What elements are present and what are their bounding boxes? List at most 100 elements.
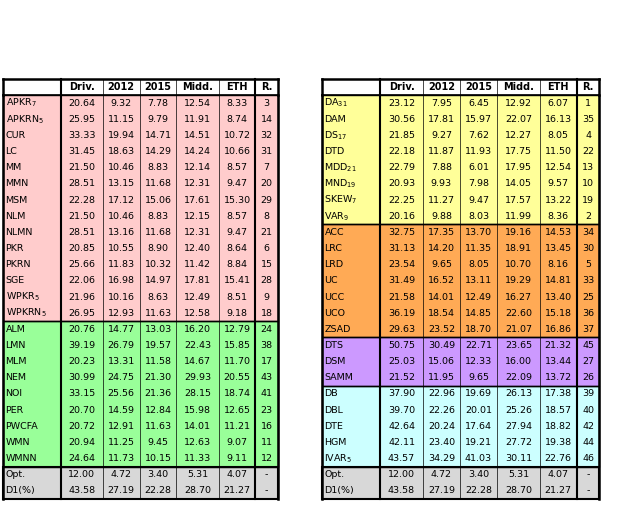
Bar — [322, 144, 599, 160]
Text: WMNN: WMNN — [6, 454, 37, 463]
Text: ALM: ALM — [6, 325, 26, 334]
Text: 3.40: 3.40 — [468, 470, 489, 479]
Text: 22.28: 22.28 — [465, 487, 492, 495]
Bar — [3, 160, 278, 176]
Text: 22.43: 22.43 — [184, 341, 211, 350]
Text: 10.55: 10.55 — [108, 244, 135, 253]
Text: 13.11: 13.11 — [465, 276, 492, 286]
Text: 29.93: 29.93 — [184, 373, 211, 382]
Text: 26: 26 — [582, 373, 594, 382]
Text: PKR: PKR — [6, 244, 24, 253]
Text: 33.33: 33.33 — [68, 131, 95, 140]
Text: 27: 27 — [582, 357, 594, 366]
Text: 4.72: 4.72 — [111, 470, 132, 479]
Bar — [3, 79, 278, 95]
Text: 9.07: 9.07 — [227, 438, 248, 447]
Text: 17.95: 17.95 — [505, 163, 532, 173]
Bar — [3, 467, 278, 483]
Text: 31.13: 31.13 — [388, 244, 415, 253]
Text: 9.79: 9.79 — [148, 115, 168, 124]
Text: 2015: 2015 — [145, 82, 172, 92]
Bar — [3, 208, 278, 224]
Text: 21.96: 21.96 — [68, 293, 95, 301]
Bar — [322, 450, 599, 467]
Text: UCC: UCC — [324, 293, 345, 301]
Bar — [3, 241, 278, 257]
Text: 4.07: 4.07 — [227, 470, 248, 479]
Text: APKRN$_5$: APKRN$_5$ — [6, 113, 44, 126]
Text: 9.65: 9.65 — [468, 373, 489, 382]
Bar — [3, 273, 278, 289]
Text: -: - — [265, 470, 268, 479]
Text: WPKR$_5$: WPKR$_5$ — [6, 291, 39, 303]
Text: 12.33: 12.33 — [465, 357, 492, 366]
Bar — [322, 176, 599, 192]
Text: 24: 24 — [260, 325, 273, 334]
Text: 17.38: 17.38 — [545, 389, 572, 399]
Text: 7: 7 — [264, 163, 269, 173]
Text: 37: 37 — [582, 325, 594, 334]
Text: 8.05: 8.05 — [548, 131, 569, 140]
Bar — [3, 127, 278, 144]
Text: 11.63: 11.63 — [145, 422, 172, 431]
Text: 21.50: 21.50 — [68, 212, 95, 221]
Text: 34: 34 — [582, 228, 594, 237]
Text: 34.29: 34.29 — [428, 454, 455, 463]
Text: 11.93: 11.93 — [465, 147, 492, 156]
Text: 2: 2 — [585, 212, 591, 221]
Text: 20.16: 20.16 — [388, 212, 415, 221]
Text: 2015: 2015 — [465, 82, 492, 92]
Text: 21.30: 21.30 — [145, 373, 172, 382]
Text: UC: UC — [324, 276, 338, 286]
Text: 16: 16 — [260, 422, 273, 431]
Text: -: - — [265, 487, 268, 495]
Text: 8.16: 8.16 — [548, 260, 569, 269]
Text: 17.61: 17.61 — [184, 195, 211, 205]
Text: 30: 30 — [582, 244, 594, 253]
Text: 13: 13 — [582, 163, 594, 173]
Text: 19.69: 19.69 — [465, 389, 492, 399]
Text: 12.15: 12.15 — [184, 212, 211, 221]
Text: 12.31: 12.31 — [184, 180, 211, 188]
Text: 23: 23 — [260, 406, 273, 415]
Text: 21.50: 21.50 — [68, 163, 95, 173]
Text: 27.19: 27.19 — [428, 487, 455, 495]
Text: 11.58: 11.58 — [145, 357, 172, 366]
Text: 26.79: 26.79 — [108, 341, 135, 350]
Text: 29.63: 29.63 — [388, 325, 415, 334]
Text: 33.15: 33.15 — [68, 389, 95, 399]
Bar — [322, 418, 599, 434]
Text: 7.98: 7.98 — [468, 180, 489, 188]
Text: 30.49: 30.49 — [428, 341, 455, 350]
Text: 10.15: 10.15 — [145, 454, 172, 463]
Text: 43.57: 43.57 — [388, 454, 415, 463]
Text: 45: 45 — [582, 341, 594, 350]
Text: 8.83: 8.83 — [147, 212, 168, 221]
Text: 14.71: 14.71 — [145, 131, 172, 140]
Bar — [322, 483, 599, 499]
Bar — [3, 176, 278, 192]
Text: 11.83: 11.83 — [108, 260, 135, 269]
Text: 9.32: 9.32 — [111, 99, 132, 108]
Text: 17.81: 17.81 — [428, 115, 455, 124]
Text: 14.29: 14.29 — [145, 147, 172, 156]
Text: ETH: ETH — [547, 82, 569, 92]
Text: 4.72: 4.72 — [431, 470, 452, 479]
Text: 40: 40 — [582, 406, 594, 415]
Text: 30.56: 30.56 — [388, 115, 415, 124]
Text: MLM: MLM — [6, 357, 27, 366]
Bar — [322, 434, 599, 450]
Text: UCO: UCO — [324, 309, 346, 318]
Text: 20.72: 20.72 — [68, 422, 95, 431]
Bar — [3, 370, 278, 386]
Text: ETH: ETH — [227, 82, 248, 92]
Text: 14: 14 — [260, 115, 273, 124]
Text: 6.01: 6.01 — [468, 163, 489, 173]
Text: 26.95: 26.95 — [68, 309, 95, 318]
Text: -: - — [586, 487, 589, 495]
Text: 12.63: 12.63 — [184, 438, 211, 447]
Text: 19.94: 19.94 — [108, 131, 135, 140]
Text: 22.96: 22.96 — [428, 389, 455, 399]
Text: 12.14: 12.14 — [184, 163, 211, 173]
Text: 28.70: 28.70 — [184, 487, 211, 495]
